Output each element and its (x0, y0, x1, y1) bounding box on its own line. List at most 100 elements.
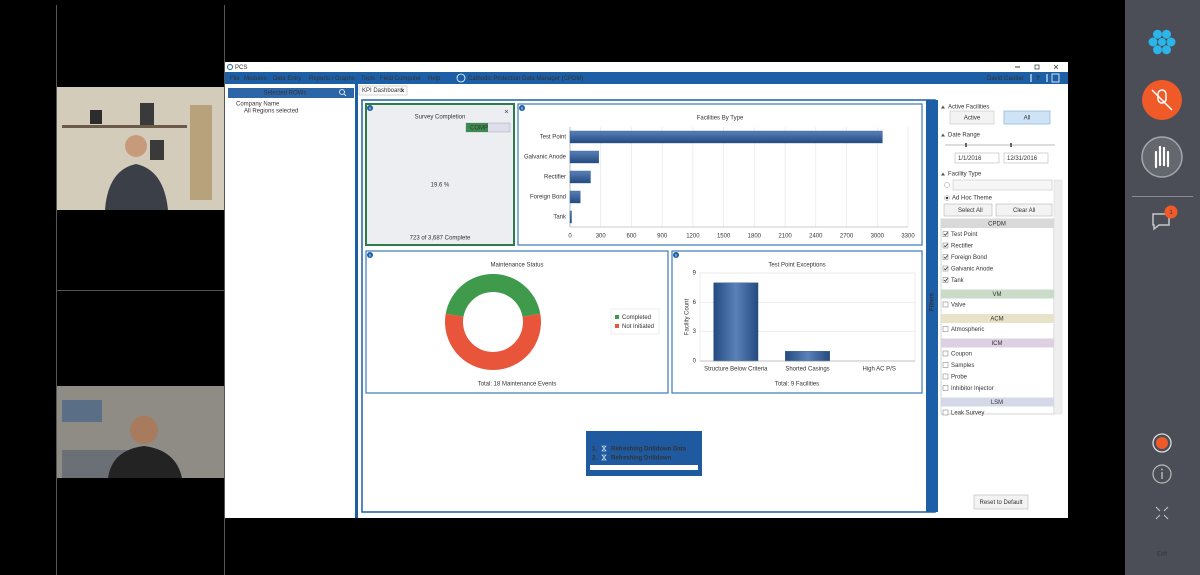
filter-heading: Active Facilities (948, 105, 989, 111)
slider-handle[interactable] (965, 143, 967, 147)
info-glyph (1161, 468, 1163, 471)
checkbox[interactable] (942, 350, 949, 357)
date-from[interactable] (954, 152, 1000, 164)
checkbox[interactable] (942, 242, 949, 249)
close (1053, 64, 1059, 70)
group-header (941, 397, 1054, 407)
bar[interactable] (569, 210, 572, 224)
window-title: PCS (235, 65, 247, 71)
frame (90, 110, 102, 124)
checkbox[interactable] (942, 254, 949, 260)
x-tick-label: 3000 (871, 234, 885, 240)
toggle-all[interactable] (1003, 110, 1051, 125)
bar[interactable] (713, 282, 759, 362)
facility-option: Inhibitor Injector (951, 386, 994, 392)
loading-text: Refreshing Drilldown Data (611, 447, 687, 453)
toggle-label: All (1024, 116, 1031, 122)
chart-footer: Total: 9 Facilities (775, 382, 819, 388)
facility-option: Tank (951, 278, 965, 284)
checkbox[interactable] (942, 301, 949, 308)
bar[interactable] (569, 170, 591, 184)
chart-footer: Total: 18 Maintenance Events (478, 382, 557, 388)
filters-bar[interactable] (926, 100, 938, 512)
facility-option: Probe (951, 374, 968, 380)
facility-option: Test Point (951, 232, 978, 238)
app-logo (456, 73, 466, 83)
bar[interactable] (569, 150, 599, 164)
record-button[interactable] (1152, 433, 1172, 453)
y-tick-label: Foreign Bond (530, 195, 566, 201)
x-tick-label: 0 (568, 234, 572, 240)
donut-slice[interactable] (445, 274, 541, 317)
group-header (941, 289, 1054, 299)
menu-item[interactable]: Field Computer (380, 76, 421, 82)
checkbox[interactable] (942, 231, 949, 237)
bar[interactable] (569, 130, 883, 144)
logo-petal (1153, 45, 1162, 55)
rows-header-title: Selected ROWs (264, 91, 307, 97)
button-label: Select All (958, 208, 983, 214)
checkbox[interactable] (942, 409, 949, 416)
y-tick-label: 3 (693, 329, 697, 335)
menu-item[interactable]: Data Entry (273, 76, 301, 82)
raise-hand-button[interactable] (1141, 136, 1183, 178)
radio-dot (945, 196, 949, 200)
logo-petal (1166, 37, 1176, 47)
checkbox[interactable] (942, 277, 949, 283)
radio-label: Ad Hoc Theme (952, 196, 993, 202)
logout[interactable] (1051, 73, 1060, 83)
date-to[interactable] (1003, 152, 1049, 164)
bar[interactable] (785, 351, 830, 362)
chart-title: Facilities By Type (697, 116, 744, 122)
chat-badge-count: 1 (1169, 210, 1173, 216)
y-tick-label: 0 (693, 359, 697, 365)
info-button[interactable] (1152, 464, 1172, 484)
chart-title: Maintenance Status (490, 263, 543, 269)
bar[interactable] (569, 190, 581, 204)
exit-button[interactable]: Exit (1157, 552, 1167, 558)
select-all-button[interactable] (943, 203, 993, 217)
checkbox[interactable] (942, 265, 949, 272)
search-icon[interactable] (339, 89, 345, 95)
checkbox[interactable] (942, 385, 949, 391)
checkbox[interactable] (942, 326, 949, 332)
clear-all-button[interactable] (995, 203, 1053, 217)
menu-item[interactable]: Modules (244, 76, 267, 82)
tree-node[interactable]: Company Name (236, 102, 280, 108)
checkbox[interactable] (942, 373, 949, 380)
filter-heading: Facility Type (948, 172, 982, 178)
logo-petal (1162, 45, 1171, 55)
y-tick-label: 9 (693, 271, 697, 277)
slider-handle[interactable] (1010, 143, 1012, 147)
x-tick-label: 300 (596, 234, 607, 240)
donut-slice[interactable] (445, 313, 541, 371)
kpi-footer: 723 of 3,687 Complete (410, 236, 471, 242)
checkmark (943, 266, 948, 271)
banner (190, 105, 212, 200)
group-name: CPDM (988, 221, 1006, 227)
facility-option: Atmospheric (951, 327, 984, 333)
collapse-caret[interactable] (941, 105, 945, 109)
menu-item[interactable]: File (230, 76, 240, 82)
help-button[interactable]: ? (1036, 76, 1040, 82)
comp-button-fill (466, 123, 488, 132)
menu-item[interactable]: Help (428, 76, 441, 82)
checkbox[interactable] (942, 362, 949, 368)
fullscreen-button[interactable] (1155, 506, 1169, 520)
x-tick-label: High AC P/S (862, 367, 895, 373)
menu-item[interactable]: Reports / Graphs (309, 76, 355, 82)
maximize[interactable] (1034, 64, 1040, 70)
tree-node[interactable]: All Regions selected (244, 109, 298, 115)
collapse-caret[interactable] (941, 172, 945, 176)
tab[interactable] (358, 85, 408, 96)
collapse-caret[interactable] (941, 133, 945, 137)
menu-item[interactable]: Tools (361, 76, 375, 82)
radio[interactable] (944, 182, 950, 188)
hourglass-icon (601, 454, 607, 461)
theme-dropdown[interactable] (952, 179, 1053, 191)
scrollbar (1053, 179, 1063, 415)
x-tick-label: Shorted Casings (785, 367, 829, 373)
toggle-active[interactable] (949, 110, 995, 125)
reset-button[interactable] (973, 494, 1029, 510)
loading-number: 2. (592, 456, 597, 462)
